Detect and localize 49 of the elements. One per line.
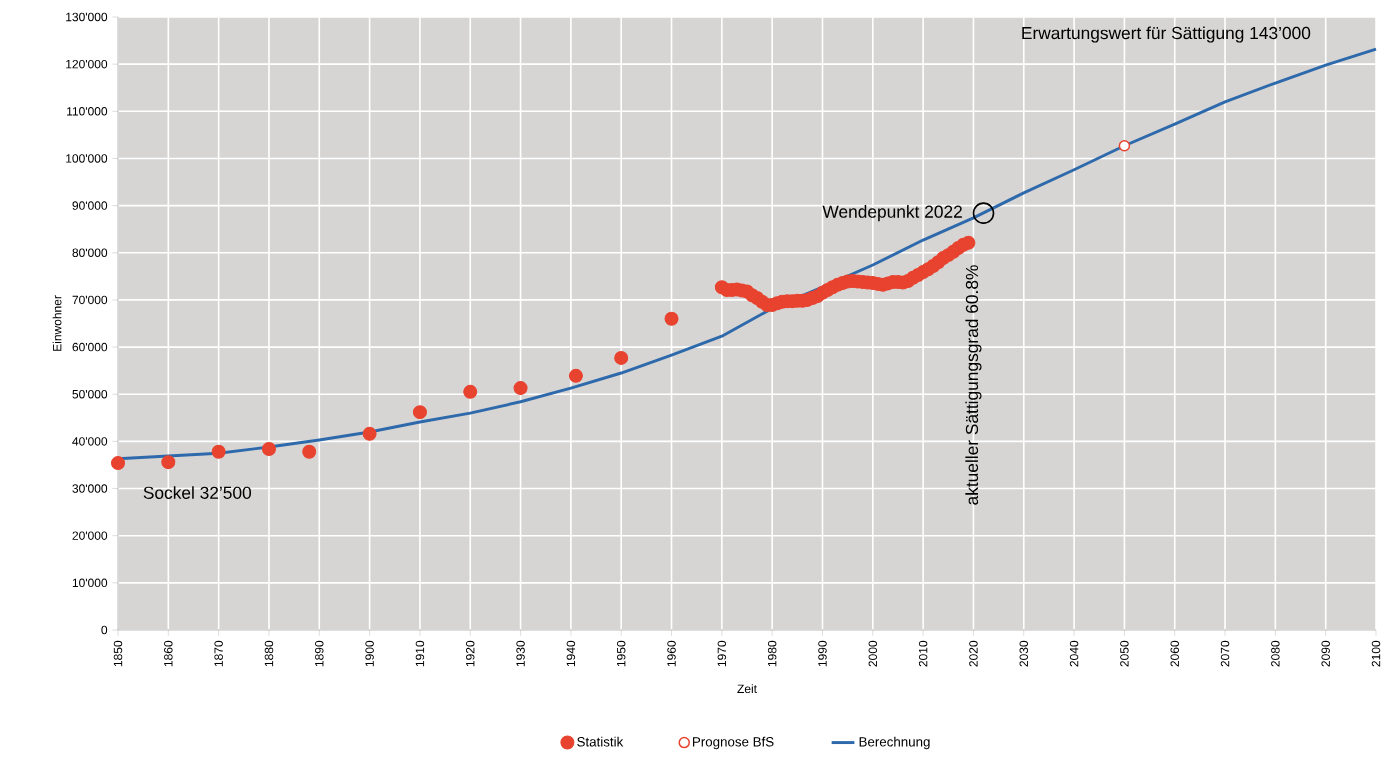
x-tick-label: 1860 bbox=[164, 640, 173, 667]
x-tick-label: 2010 bbox=[918, 640, 928, 667]
x-tick-label: 1910 bbox=[415, 640, 425, 667]
x-tick-label: 1960 bbox=[667, 640, 676, 667]
y-tick-label: 130'000 bbox=[66, 12, 108, 22]
y-tick-label: 90'000 bbox=[72, 201, 108, 210]
y-axis-title: Einwohner bbox=[52, 295, 62, 351]
x-tick-label: 1890 bbox=[315, 640, 324, 667]
x-tick-label: 2070 bbox=[1220, 640, 1230, 667]
x-tick-label: 2090 bbox=[1321, 640, 1330, 667]
x-tick-label: 1980 bbox=[767, 640, 777, 667]
x-tick-label: 1920 bbox=[465, 640, 475, 667]
annotation: Wendepunkt 2022 bbox=[822, 205, 962, 222]
x-tick-label: 2020 bbox=[969, 640, 978, 667]
legend-label: Prognose BfS bbox=[693, 736, 774, 750]
x-tick-label: 2100 bbox=[1371, 640, 1381, 667]
x-tick-label: 2080 bbox=[1271, 640, 1280, 667]
x-tick-label: 1990 bbox=[818, 640, 827, 667]
x-tick-label: 1880 bbox=[264, 640, 274, 667]
y-tick-label: 100'000 bbox=[66, 154, 108, 163]
y-tick-label: 0 bbox=[101, 625, 108, 635]
x-tick-label: 1870 bbox=[214, 640, 223, 667]
y-tick-label: 60'000 bbox=[72, 342, 108, 352]
annotation: Erwartungswert für Sättigung 143’000 bbox=[1022, 26, 1311, 43]
x-tick-label: 2000 bbox=[868, 640, 878, 667]
y-tick-label: 40'000 bbox=[72, 437, 108, 446]
y-tick-label: 110'000 bbox=[67, 107, 108, 116]
y-tick-label: 50'000 bbox=[72, 389, 108, 399]
x-tick-label: 1970 bbox=[717, 640, 727, 667]
y-tick-label: 20'000 bbox=[72, 531, 108, 540]
y-tick-label: 30'000 bbox=[72, 484, 108, 493]
x-tick-label: 2050 bbox=[1120, 640, 1129, 667]
x-tick-label: 1930 bbox=[516, 640, 525, 667]
legend-label: Berechnung bbox=[859, 736, 930, 750]
x-tick-label: 2030 bbox=[1019, 640, 1029, 667]
x-tick-label: 2060 bbox=[1170, 640, 1179, 667]
annotation: aktueller Sättigungsgrad 60.8% bbox=[965, 265, 982, 505]
annotation: Sockel 32’500 bbox=[143, 486, 252, 499]
y-tick-label: 80'000 bbox=[72, 248, 108, 258]
x-axis-title: Zeit bbox=[737, 684, 757, 694]
x-tick-label: 2040 bbox=[1069, 640, 1079, 667]
x-tick-label: 1940 bbox=[566, 640, 576, 667]
y-tick-label: 10'000 bbox=[72, 578, 108, 588]
y-tick-label: 70'000 bbox=[72, 295, 108, 305]
x-tick-label: 1850 bbox=[113, 640, 123, 667]
x-tick-label: 1950 bbox=[616, 640, 626, 667]
legend-label: Statistik bbox=[577, 736, 624, 747]
x-tick-label: 1900 bbox=[365, 640, 374, 667]
y-tick-label: 120'000 bbox=[66, 59, 108, 69]
